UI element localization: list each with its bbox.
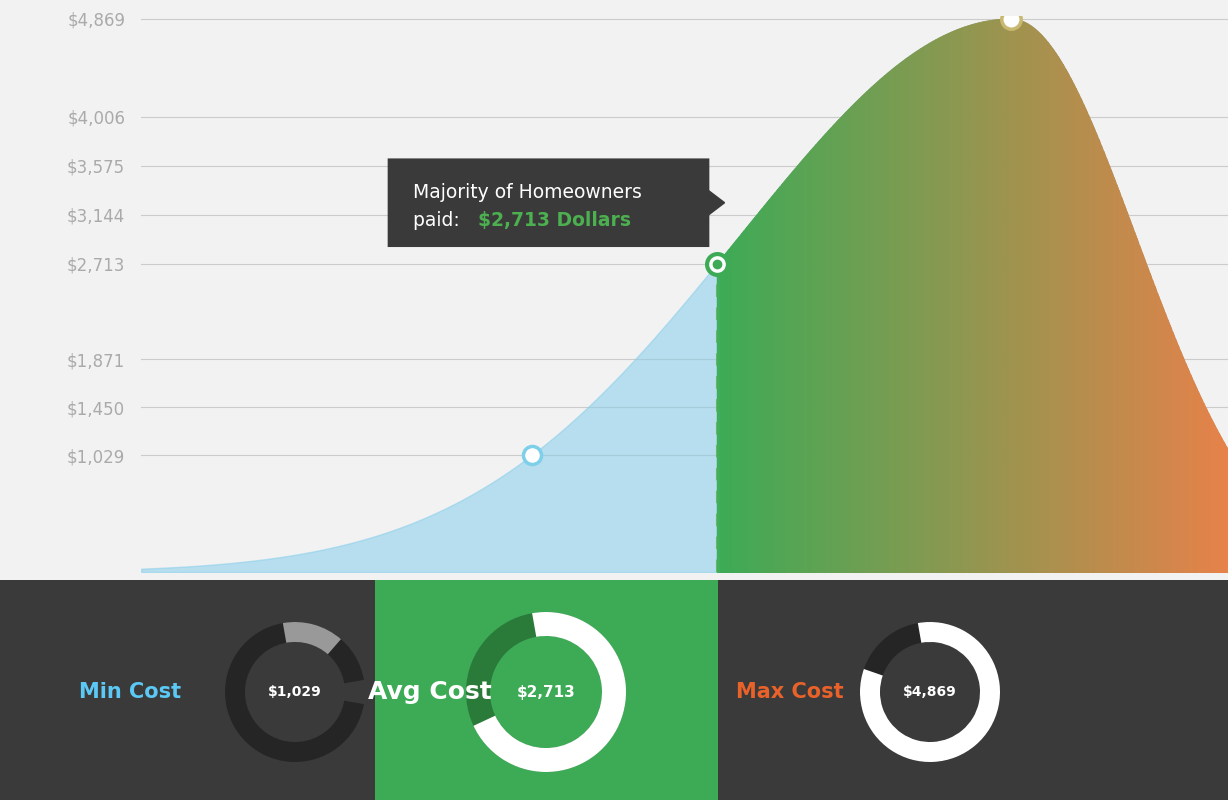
- Wedge shape: [465, 612, 625, 772]
- FancyBboxPatch shape: [375, 570, 718, 800]
- Text: Max Cost: Max Cost: [737, 682, 844, 702]
- FancyBboxPatch shape: [388, 158, 710, 247]
- Text: Avg Cost: Avg Cost: [368, 680, 492, 704]
- Text: $2,713: $2,713: [517, 685, 576, 699]
- Wedge shape: [860, 622, 998, 762]
- Wedge shape: [282, 622, 341, 654]
- Polygon shape: [701, 185, 725, 221]
- Wedge shape: [860, 622, 1000, 762]
- Text: $4,869: $4,869: [903, 685, 957, 699]
- Text: paid:: paid:: [413, 211, 465, 230]
- Text: $1,029: $1,029: [268, 685, 322, 699]
- Wedge shape: [474, 612, 626, 772]
- Text: Min Cost: Min Cost: [79, 682, 181, 702]
- Text: Majority of Homeowners: Majority of Homeowners: [413, 182, 641, 202]
- Wedge shape: [225, 622, 363, 762]
- FancyBboxPatch shape: [717, 580, 1228, 800]
- FancyBboxPatch shape: [0, 580, 410, 800]
- Text: $2,713 Dollars: $2,713 Dollars: [478, 211, 631, 230]
